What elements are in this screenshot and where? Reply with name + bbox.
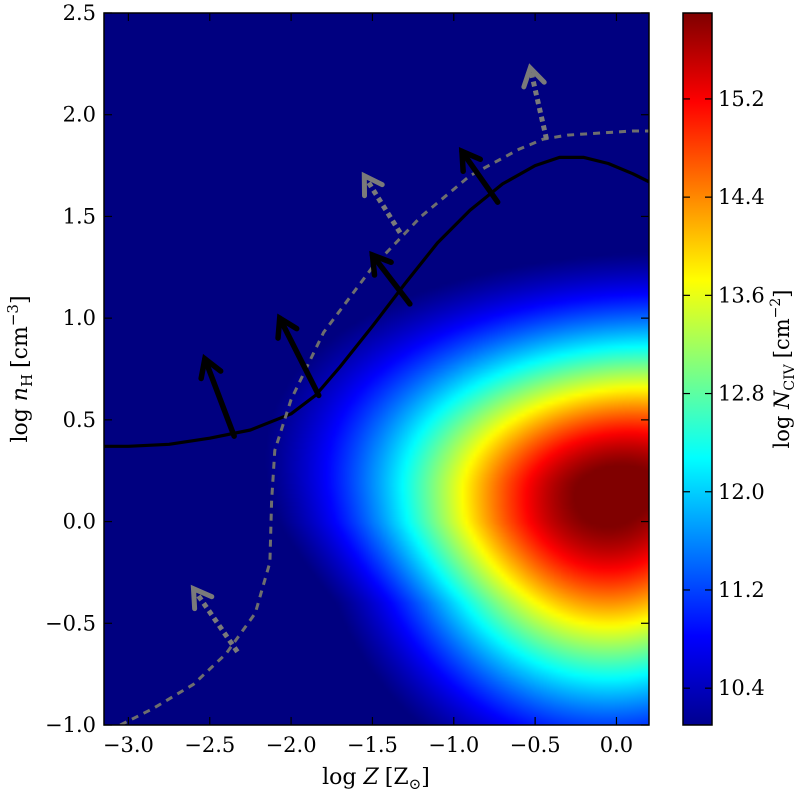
colorbar-tick-label: 14.4 (718, 185, 765, 209)
x-tick-label: 0.0 (600, 733, 633, 757)
dashed-arrow (361, 171, 403, 235)
colorbar-label: log NCIV[cm−2] (768, 290, 798, 449)
colorbar-tick-label: 12.0 (718, 480, 765, 504)
y-tick-label: 2.0 (63, 103, 96, 127)
colorbar-tick-label: 15.2 (718, 87, 765, 111)
heatmap (104, 13, 649, 725)
y-tick-label: −0.5 (45, 611, 96, 635)
colorbar: 10.4 11.2 12.0 12.8 13.6 14.4 15.2 log NCIV[cm… (682, 12, 798, 726)
x-tick-label: −2.5 (184, 733, 235, 757)
y-tick-label: 0.5 (63, 408, 96, 432)
colorbar-gradient (682, 12, 713, 726)
y-axis-label: log nH[cm−3] (4, 295, 36, 442)
y-tick-label: 0.0 (63, 510, 96, 534)
plot-frame (103, 12, 650, 726)
y-tick-label: 1.5 (63, 204, 96, 228)
x-tick-label: −3.0 (103, 733, 154, 757)
y-tick-label: 2.5 (63, 1, 96, 25)
x-axis-ticks: −3.0 −2.5 −2.0 −1.5 −1.0 −0.5 0.0 (103, 13, 633, 757)
y-tick-label: −1.0 (45, 713, 96, 737)
solid-arrow (458, 147, 501, 205)
dashed-contour-line (119, 129, 649, 725)
colorbar-tick-label: 13.6 (718, 283, 765, 307)
x-tick-label: −1.0 (428, 733, 479, 757)
x-tick-label: −2.0 (266, 733, 317, 757)
gradient-arrows (190, 63, 549, 654)
x-tick-label: −0.5 (510, 733, 561, 757)
solid-arrow (275, 313, 322, 399)
y-axis-ticks: −1.0 −0.5 0.0 0.5 1.0 1.5 2.0 2.5 (45, 1, 649, 737)
heatmap-image (104, 13, 649, 725)
contour-lines (104, 129, 649, 725)
x-tick-label: −1.5 (347, 733, 398, 757)
dashed-arrow (521, 63, 549, 140)
solid-arrow (369, 250, 413, 307)
dashed-arrow (190, 584, 240, 654)
solid-contour-line (104, 155, 649, 448)
colorbar-tick-label: 11.2 (718, 578, 765, 602)
colorbar-tick-label: 10.4 (718, 676, 765, 700)
colorbar-ticks: 10.4 11.2 12.0 12.8 13.6 14.4 15.2 (683, 87, 765, 700)
y-tick-label: 1.0 (63, 306, 96, 330)
solid-arrow (198, 353, 237, 439)
x-axis-label: log Z [Z⊙] (322, 765, 430, 793)
colorbar-tick-label: 12.8 (718, 382, 765, 406)
